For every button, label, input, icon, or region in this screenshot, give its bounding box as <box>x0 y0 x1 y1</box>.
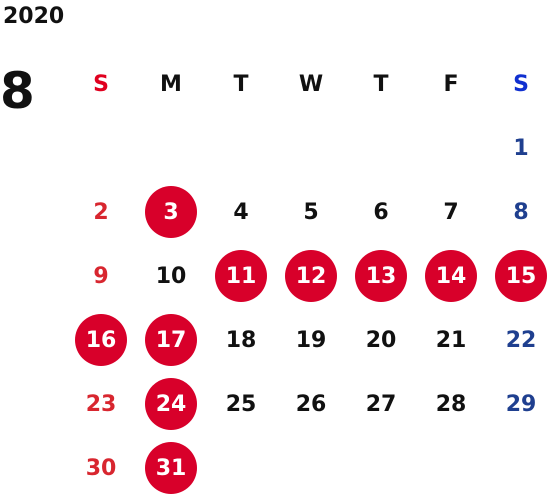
day-cell: 23 <box>66 372 136 436</box>
empty-cell <box>276 116 346 180</box>
day-cell: 9 <box>66 244 136 308</box>
weekday-header-mon: M <box>160 71 182 97</box>
empty-cell <box>66 116 136 180</box>
holiday-day-number: 13 <box>355 250 407 302</box>
day-cell: 5 <box>276 180 346 244</box>
day-cell: 15 <box>486 244 548 308</box>
empty-cell <box>346 116 416 180</box>
weekday-header-wed: W <box>298 71 324 97</box>
day-number: 6 <box>373 199 389 225</box>
day-cell: 20 <box>346 308 416 372</box>
empty-cell <box>136 116 206 180</box>
day-cell: 2 <box>66 180 136 244</box>
day-number: 7 <box>443 199 459 225</box>
day-cell: 29 <box>486 372 548 436</box>
day-cell: 11 <box>206 244 276 308</box>
empty-cell <box>416 116 486 180</box>
weekday-header-thu: T <box>373 71 389 97</box>
calendar-grid: S M T W T F S 1 2 3 4 5 6 7 8 9 10 11 12 13 14 15 16 17 1… <box>66 52 548 500</box>
year-label: 2020 <box>3 4 65 29</box>
day-cell: 8 <box>486 180 548 244</box>
day-cell: 10 <box>136 244 206 308</box>
day-number: 23 <box>85 391 117 417</box>
holiday-day-number: 31 <box>145 442 197 494</box>
day-cell: 27 <box>346 372 416 436</box>
holiday-day-number: 16 <box>75 314 127 366</box>
weekday-header-sat: S <box>513 71 529 97</box>
day-number: 19 <box>295 327 327 353</box>
day-cell: 7 <box>416 180 486 244</box>
holiday-day-number: 15 <box>495 250 547 302</box>
day-number: 26 <box>295 391 327 417</box>
day-cell: 1 <box>486 116 548 180</box>
day-number: 29 <box>505 391 537 417</box>
weekday-header-tue: T <box>233 71 249 97</box>
day-cell: 18 <box>206 308 276 372</box>
day-cell: 28 <box>416 372 486 436</box>
day-cell: 12 <box>276 244 346 308</box>
day-number: 30 <box>85 455 117 481</box>
day-cell: 21 <box>416 308 486 372</box>
holiday-day-number: 24 <box>145 378 197 430</box>
day-number: 8 <box>513 199 529 225</box>
holiday-day-number: 3 <box>145 186 197 238</box>
weekday-header-sun: S <box>93 71 109 97</box>
day-cell: 17 <box>136 308 206 372</box>
day-cell: 24 <box>136 372 206 436</box>
day-cell: 14 <box>416 244 486 308</box>
holiday-day-number: 12 <box>285 250 337 302</box>
day-cell: 4 <box>206 180 276 244</box>
day-cell: 31 <box>136 436 206 500</box>
day-number: 1 <box>513 135 529 161</box>
day-number: 28 <box>435 391 467 417</box>
holiday-day-number: 14 <box>425 250 477 302</box>
day-number: 10 <box>155 263 187 289</box>
day-number: 27 <box>365 391 397 417</box>
day-cell: 25 <box>206 372 276 436</box>
day-number: 25 <box>225 391 257 417</box>
day-cell: 22 <box>486 308 548 372</box>
day-number: 20 <box>365 327 397 353</box>
holiday-day-number: 11 <box>215 250 267 302</box>
day-number: 9 <box>93 263 109 289</box>
day-number: 21 <box>435 327 467 353</box>
holiday-day-number: 17 <box>145 314 197 366</box>
day-cell: 13 <box>346 244 416 308</box>
weekday-header-fri: F <box>443 71 459 97</box>
day-cell: 6 <box>346 180 416 244</box>
day-number: 18 <box>225 327 257 353</box>
day-cell: 26 <box>276 372 346 436</box>
day-number: 2 <box>93 199 109 225</box>
day-cell: 30 <box>66 436 136 500</box>
empty-cell <box>206 116 276 180</box>
day-cell: 3 <box>136 180 206 244</box>
month-number: 8 <box>0 62 35 120</box>
day-number: 4 <box>233 199 249 225</box>
day-number: 22 <box>505 327 537 353</box>
day-number: 5 <box>303 199 319 225</box>
day-cell: 16 <box>66 308 136 372</box>
day-cell: 19 <box>276 308 346 372</box>
